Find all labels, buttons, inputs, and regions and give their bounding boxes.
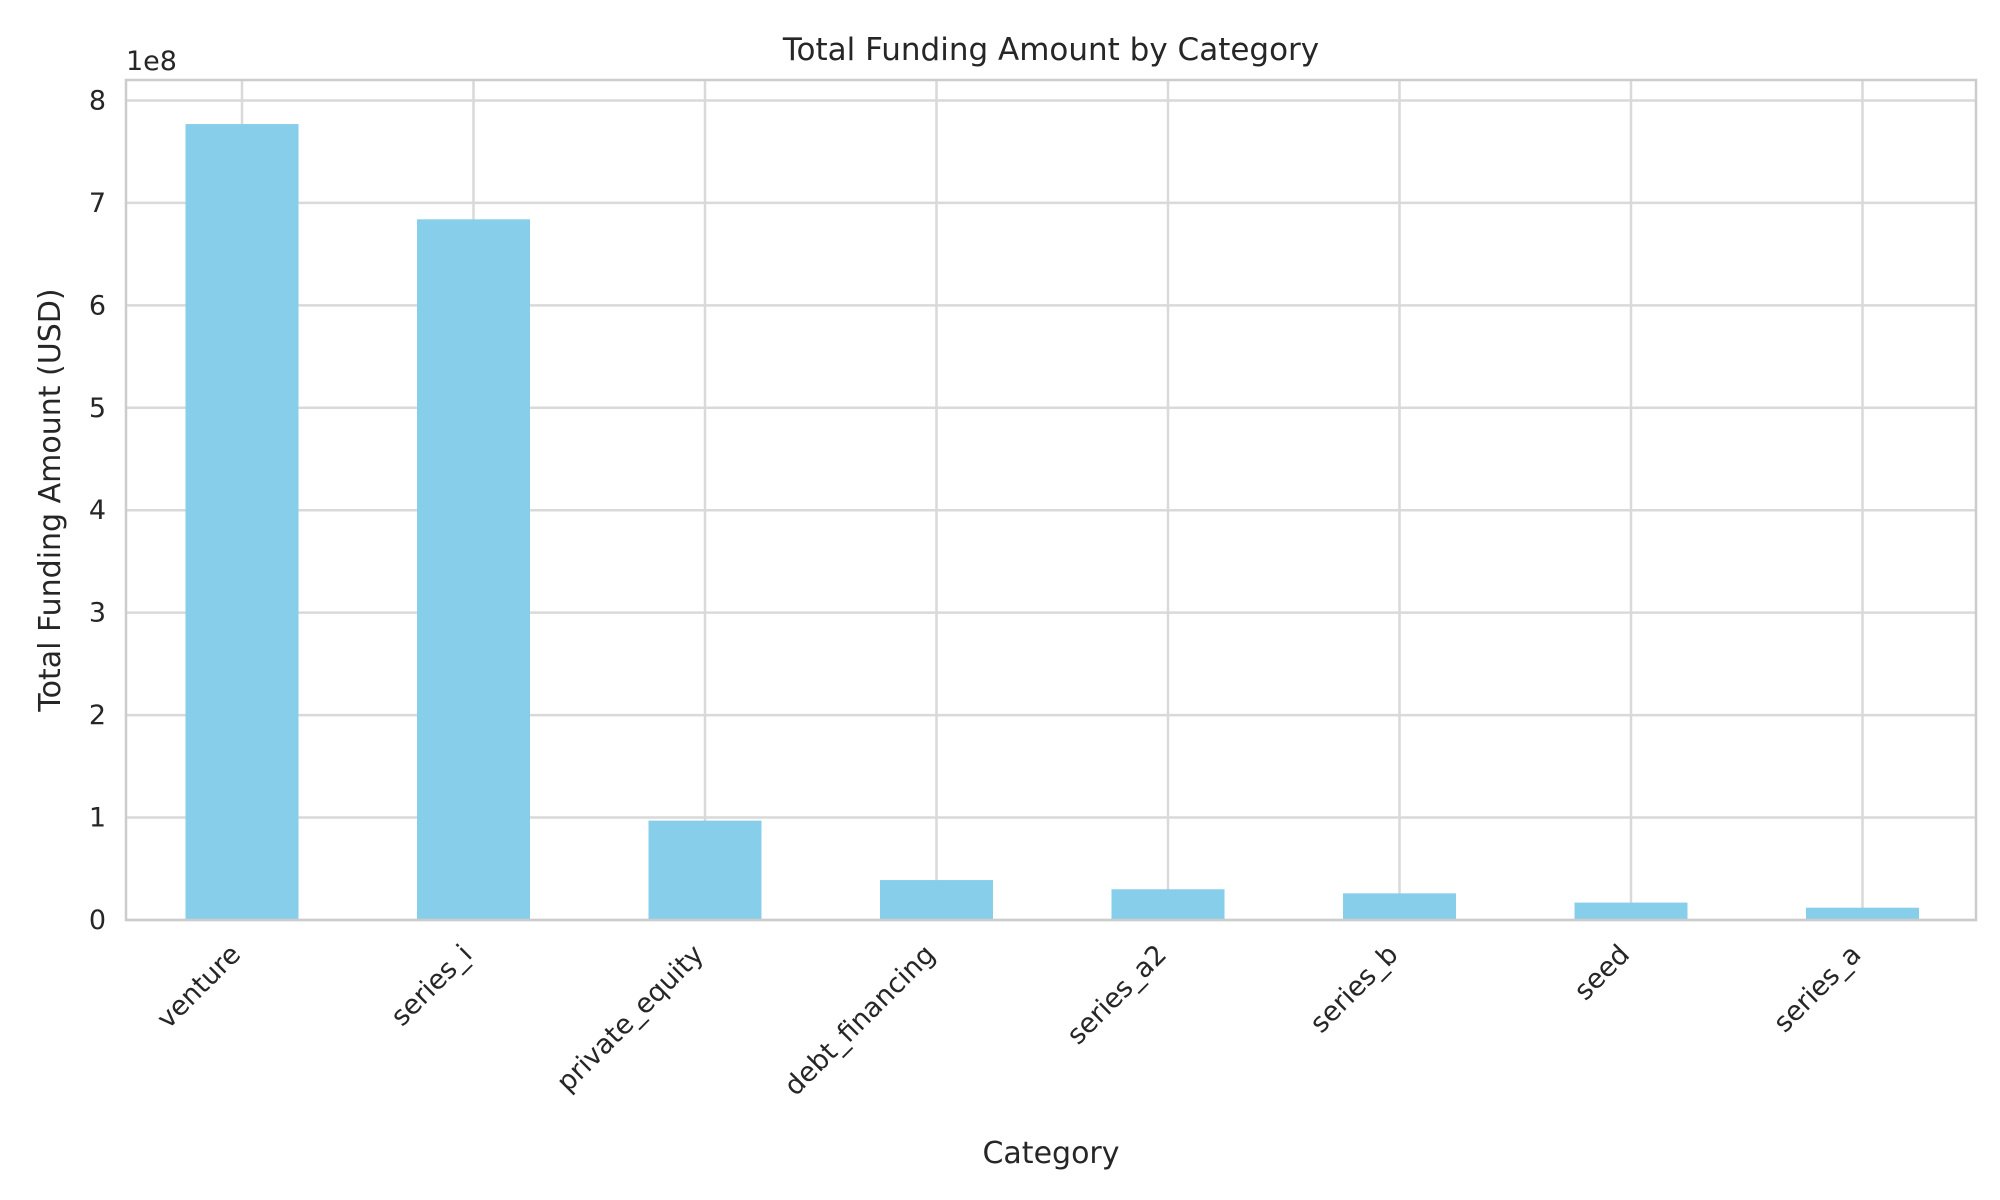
x-tick-label: debt_financing	[779, 939, 942, 1102]
x-tick-label: seed	[1568, 939, 1635, 1006]
x-tick-label: venture	[151, 939, 247, 1035]
bar-debt-financing	[880, 880, 993, 920]
y-tick-label: 8	[89, 85, 106, 116]
y-tick-label: 7	[89, 188, 106, 219]
grid	[126, 80, 1976, 922]
bar-series-b	[1343, 893, 1456, 920]
bar-private-equity	[648, 820, 762, 920]
y-tick-label: 6	[89, 290, 106, 321]
x-tick-label: series_a2	[1061, 939, 1173, 1051]
bars	[185, 124, 1919, 921]
x-axis-label: Category	[982, 1136, 1119, 1171]
bar-seed	[1574, 902, 1688, 920]
chart-title: Total Funding Amount by Category	[782, 32, 1319, 68]
x-tick-label: series_i	[385, 939, 478, 1032]
x-tick-label: private_equity	[551, 939, 710, 1098]
x-axis-ticks: venture series_i private_equity debt_financ…	[151, 939, 1867, 1102]
x-tick-label: series_b	[1304, 939, 1404, 1039]
x-tick-label: series_a	[1768, 939, 1868, 1039]
y-tick-label: 3	[89, 598, 106, 629]
y-tick-label: 4	[89, 495, 106, 526]
y-axis-offset-label: 1e8	[126, 46, 177, 77]
plot-frame	[124, 78, 1978, 922]
bar-series-a	[1806, 907, 1919, 920]
bar-series-i	[417, 219, 530, 920]
bar-venture	[185, 124, 299, 921]
y-tick-label: 2	[89, 700, 106, 731]
bar-series-a2	[1111, 889, 1225, 920]
y-axis-label: Total Funding Amount (USD)	[33, 288, 68, 712]
y-tick-label: 0	[89, 905, 106, 936]
y-axis-ticks: 0 1 2 3 4 5 6 7 8	[89, 85, 106, 936]
y-tick-label: 1	[89, 803, 106, 834]
y-tick-label: 5	[89, 393, 106, 424]
